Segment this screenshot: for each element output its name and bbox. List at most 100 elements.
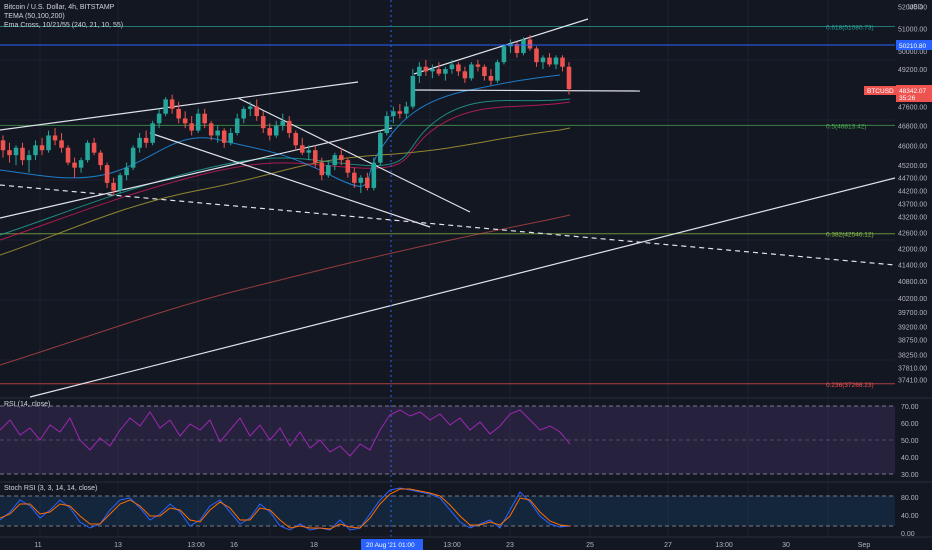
time-tick-label: 13 — [114, 542, 122, 549]
rsi-axis: 70.00 60.00 50.00 40.00 30.00 — [901, 404, 919, 479]
candle — [176, 101, 181, 124]
candle — [59, 133, 64, 153]
candle — [273, 120, 279, 138]
candle — [540, 55, 546, 70]
candle — [326, 160, 331, 178]
candle — [443, 66, 448, 81]
stoch-rsi-pane — [0, 487, 895, 531]
candle — [0, 135, 6, 158]
price-tick-label: 44200.00 — [898, 188, 927, 195]
candle — [7, 142, 12, 163]
date-badge: 20 Aug '21 01:00 — [361, 539, 423, 550]
candle — [495, 59, 500, 83]
price-badge: 48342.07 35:26 — [896, 85, 932, 102]
candle — [384, 111, 390, 136]
time-axis[interactable]: 11 13 13:00 16 18 13:00 23 25 27 13:00 30 Sep — [34, 542, 870, 549]
candle — [410, 69, 416, 109]
candle — [449, 59, 455, 74]
candle — [130, 145, 136, 171]
rsi-line — [0, 409, 571, 457]
candle — [521, 37, 526, 56]
price-axis[interactable]: USD52000.0051000.0050000.0049200.0048400… — [898, 4, 927, 384]
fib-level-label: 0.382(42546.12) — [826, 232, 874, 239]
dashed-trend-line — [0, 184, 896, 266]
candle — [33, 140, 38, 161]
time-tick-label: 27 — [664, 542, 672, 549]
symbol-title[interactable]: Bitcoin / U.S. Dollar, 4h, BITSTAMP — [4, 4, 115, 11]
candle — [137, 133, 142, 153]
candle — [469, 62, 474, 81]
countdown-text: 35:26 — [899, 95, 916, 102]
trend-lines — [0, 18, 896, 398]
candle — [501, 44, 507, 65]
time-tick-label: 30 — [782, 542, 790, 549]
candle — [553, 55, 559, 70]
candle — [234, 113, 240, 136]
price-tick-label: 41400.00 — [898, 263, 927, 270]
level-badge: 50210.80 — [896, 40, 932, 50]
price-tick-label: 44700.00 — [898, 176, 927, 183]
symbol-badge-text: BTCUSD — [867, 88, 894, 95]
candle — [39, 137, 45, 156]
tema-legend[interactable]: TEMA (50,100,200) — [4, 13, 65, 20]
candle — [417, 62, 422, 83]
stoch-d-line — [0, 488, 571, 530]
fib-level-label: 0.618(51080.73) — [826, 25, 874, 32]
price-tick-label: 39200.00 — [898, 324, 927, 331]
date-badge-text: 20 Aug '21 01:00 — [366, 542, 415, 549]
price-tick-label: 51000.00 — [898, 26, 927, 33]
price-tick-label: 37410.00 — [898, 377, 927, 384]
ema-cross-legend[interactable]: Ema Cross, 10/21/55 (240, 21, 10, 55) — [4, 22, 124, 29]
rsi-tick-label: 60.00 — [901, 421, 919, 428]
tema-200-line — [0, 214, 571, 366]
candle — [482, 64, 487, 81]
candle — [150, 120, 155, 146]
candle — [195, 108, 201, 134]
fib-level-label: 0.236(37266.23) — [826, 382, 874, 389]
price-tick-label: 46800.00 — [898, 124, 927, 131]
fibonacci-levels: 0.618(51080.73) 0.5(46813.42) 0.382(42546.… — [0, 25, 895, 389]
candle — [169, 94, 175, 114]
candle — [65, 145, 71, 166]
candle — [352, 167, 357, 188]
candle — [378, 130, 383, 166]
falling-wedge-lower — [149, 132, 431, 228]
candle — [514, 41, 520, 58]
candle — [293, 130, 299, 151]
stoch-tick-label: 0.00 — [901, 531, 915, 538]
price-tick-label: 40200.00 — [898, 296, 927, 303]
price-tick-label: 43700.00 — [898, 201, 927, 208]
price-tick-label: 52000.00 — [898, 4, 927, 11]
price-badge-text: 48342.07 — [899, 88, 926, 95]
candle — [436, 62, 442, 76]
price-tick-label: 39700.00 — [898, 310, 927, 317]
rising-wedge-upper — [413, 18, 589, 75]
rsi-pane — [0, 405, 895, 475]
candle — [527, 35, 533, 51]
stoch-rsi-label[interactable]: Stoch RSI (3, 3, 14, 14, close) — [4, 485, 98, 492]
time-tick-label: 16 — [230, 542, 238, 549]
price-unit-label: USD — [908, 4, 923, 11]
price-tick-label: 37810.00 — [898, 365, 927, 372]
price-tick-label: 47600.00 — [898, 105, 927, 112]
candle — [215, 125, 220, 143]
candle — [423, 59, 429, 76]
rsi-label[interactable]: RSI (14, close) — [4, 401, 51, 408]
rsi-tick-label: 30.00 — [901, 472, 919, 479]
candle — [163, 97, 168, 117]
candle — [20, 142, 25, 166]
candle — [430, 64, 435, 79]
candle — [280, 113, 286, 131]
candle — [566, 62, 572, 95]
price-tick-label: 42000.00 — [898, 246, 927, 253]
price-tick-label: 50000.00 — [898, 49, 927, 56]
candle — [462, 66, 468, 83]
stoch-axis: 80.00 40.00 0.00 — [901, 495, 919, 538]
candle — [397, 104, 403, 119]
candle — [26, 150, 32, 173]
time-tick-label: 11 — [34, 542, 41, 549]
price-tick-label: 45200.00 — [898, 163, 927, 170]
time-tick-label: 13:00 — [443, 542, 461, 549]
candle — [260, 111, 266, 134]
